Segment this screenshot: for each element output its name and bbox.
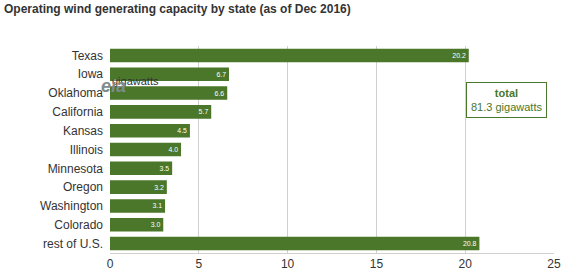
svg-text:Texas: Texas (72, 49, 103, 63)
svg-text:Minnesota: Minnesota (48, 162, 104, 176)
svg-text:3.0: 3.0 (151, 221, 161, 228)
svg-text:5: 5 (195, 257, 202, 271)
svg-text:Kansas: Kansas (63, 124, 103, 138)
svg-text:Operating wind generating capa: Operating wind generating capacity by st… (4, 2, 351, 16)
svg-text:Colorado: Colorado (54, 218, 103, 232)
svg-text:eia: eia (101, 76, 126, 96)
svg-text:Oregon: Oregon (63, 180, 103, 194)
svg-text:10: 10 (281, 257, 295, 271)
svg-text:15: 15 (370, 257, 384, 271)
svg-text:California: California (52, 105, 103, 119)
svg-text:Iowa: Iowa (78, 67, 104, 81)
svg-text:20.2: 20.2 (452, 52, 466, 59)
svg-text:0: 0 (107, 257, 114, 271)
svg-text:3.5: 3.5 (160, 165, 170, 172)
svg-text:total81.3 gigawatts: total81.3 gigawatts (471, 87, 542, 113)
svg-text:Illinois: Illinois (70, 143, 103, 157)
svg-text:20: 20 (459, 257, 473, 271)
svg-text:4.0: 4.0 (168, 146, 178, 153)
svg-text:6.7: 6.7 (216, 71, 226, 78)
svg-text:6.6: 6.6 (215, 90, 225, 97)
svg-text:Oklahoma: Oklahoma (48, 86, 103, 100)
svg-text:rest of U.S.: rest of U.S. (43, 237, 103, 251)
svg-text:20.8: 20.8 (463, 240, 477, 247)
svg-text:3.2: 3.2 (154, 184, 164, 191)
svg-text:3.1: 3.1 (152, 202, 162, 209)
svg-text:4.5: 4.5 (177, 127, 187, 134)
svg-text:gigawatts: gigawatts (112, 75, 159, 87)
svg-text:5.7: 5.7 (199, 108, 209, 115)
svg-text:25: 25 (547, 257, 561, 271)
svg-text:Washington: Washington (40, 199, 103, 213)
